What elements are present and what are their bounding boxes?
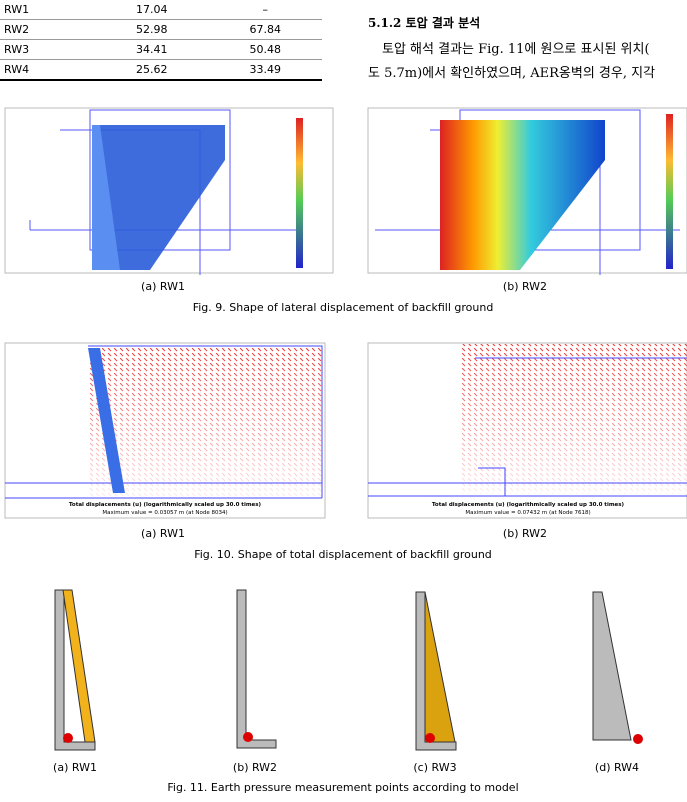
panel-label: (c) RW3 (413, 761, 456, 774)
measure-point (633, 734, 643, 744)
panel-label: (d) RW4 (595, 761, 639, 774)
figure-caption: Fig. 9. Shape of lateral displacement of… (193, 301, 494, 314)
max-value: Maximum value = 0.07432 m (at Node 7618) (465, 510, 590, 516)
table-cell: – (208, 0, 322, 20)
fade (462, 344, 687, 494)
fade (90, 346, 322, 496)
backfill-rw3 (424, 591, 456, 743)
table-cell: 25.62 (95, 59, 209, 81)
color-legend (296, 118, 303, 268)
figure-caption: Fig. 10. Shape of total displacement of … (194, 548, 492, 561)
figure-caption: Fig. 11. Earth pressure measurement poin… (167, 781, 518, 794)
backfill-rw1 (62, 589, 96, 743)
wall-rw4 (592, 591, 632, 741)
table-cell: 52.98 (95, 19, 209, 40)
table-row: RW3 34.41 50.48 (0, 39, 322, 60)
panel-label: (a) RW1 (141, 527, 185, 540)
color-legend (666, 114, 673, 269)
fig9: (a) RW1 (b) RW2 Fig. 9. Shape of lateral… (4, 107, 687, 314)
fig10: Total displacements (u) (logarithmically… (4, 342, 687, 561)
measure-point (63, 733, 73, 743)
table-cell: 50.48 (208, 39, 322, 60)
measure-point (425, 733, 435, 743)
table-cell: RW3 (0, 39, 96, 60)
panel-label: (a) RW1 (141, 280, 185, 293)
displacement-body (440, 120, 605, 270)
model-outline (5, 345, 323, 499)
body-text: 토압 해석 결과는 Fig. 11에 원으로 표시된 위치( (382, 42, 650, 57)
model-outline (368, 357, 687, 497)
table-cell: RW4 (0, 59, 96, 81)
wall-rw2 (236, 589, 277, 749)
plot-title: Total displacements (u) (logarithmically… (432, 502, 625, 508)
measure-point (243, 732, 253, 742)
table-cell: 33.49 (208, 59, 322, 81)
table-cell: 17.04 (95, 0, 209, 20)
table-row: RW2 52.98 67.84 (0, 19, 322, 40)
table-cell: 34.41 (95, 39, 209, 60)
result-table: RW1 17.04– RW2 52.98 67.84 RW3 34.41 50.48 RW4 25… (0, 0, 322, 81)
fig11: (a) RW1 (b) RW2 (c) RW3 (d) RW4 Fig. 11.… (53, 589, 643, 794)
table-cell: 67.84 (208, 19, 322, 40)
table-row: RW1 17.04– (0, 0, 322, 20)
section-heading: 5.1.2 토압 결과 분석 (368, 16, 481, 30)
displacement-face (92, 125, 120, 270)
max-value: Maximum value = 0.03057 m (at Node 8034) (102, 510, 227, 516)
wall (88, 348, 125, 493)
plot-title: Total displacements (u) (logarithmically… (69, 502, 262, 508)
panel-label: (b) RW2 (233, 761, 277, 774)
panel-label: (b) RW2 (503, 527, 547, 540)
table-cell: RW2 (0, 19, 96, 40)
body-text: 도 5.7m)에서 확인하였으며, AER옹벽의 경우, 지각 (368, 66, 656, 81)
panel-label: (b) RW2 (503, 280, 547, 293)
table-row: RW4 25.62 33.49 (0, 59, 322, 81)
panel-label: (a) RW1 (53, 761, 97, 774)
table-cell: RW1 (0, 0, 96, 20)
displacement-body (92, 125, 225, 270)
